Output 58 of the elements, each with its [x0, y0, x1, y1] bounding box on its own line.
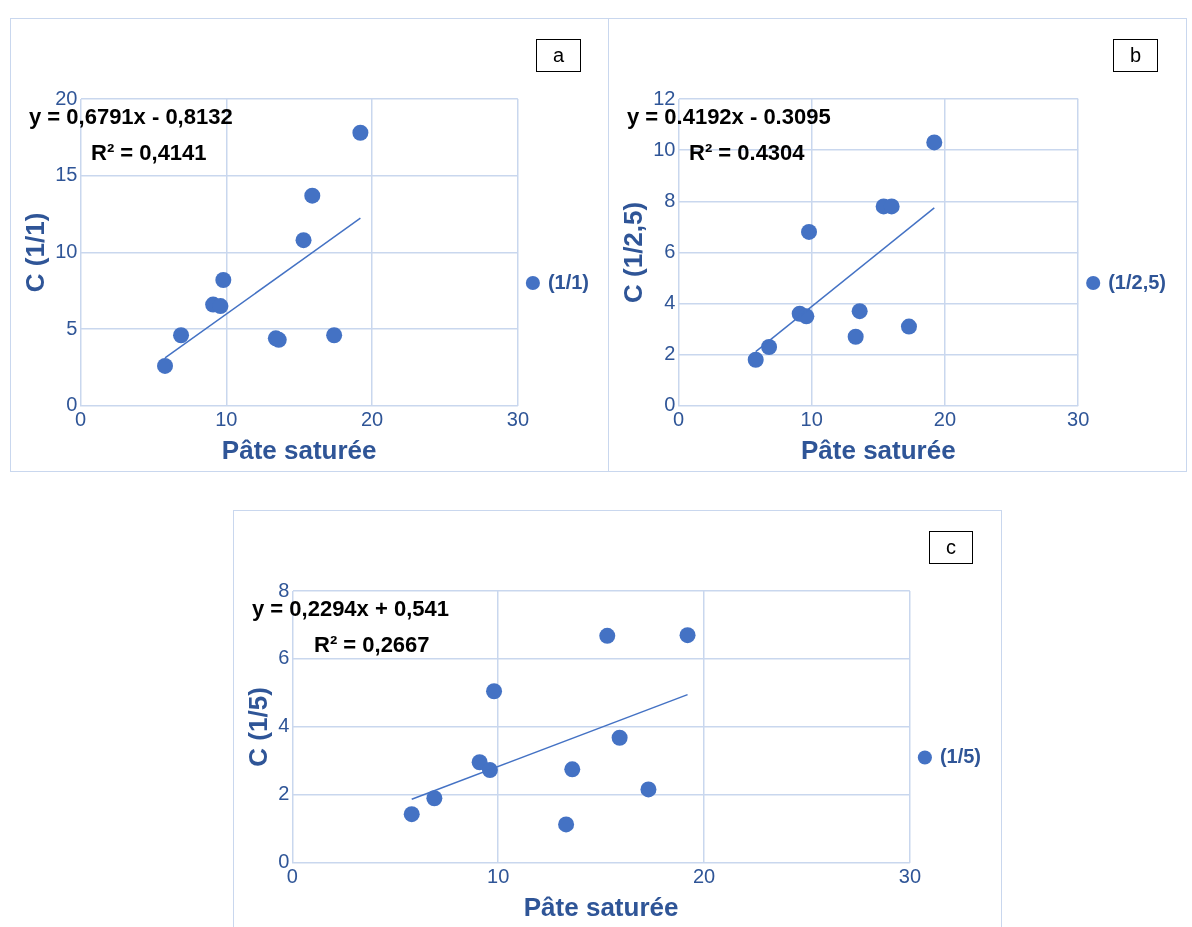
point	[926, 134, 943, 151]
annotation: R² = 0,2667	[314, 631, 430, 659]
y-tick-label: 8	[664, 188, 676, 211]
point	[426, 790, 443, 807]
point	[471, 754, 488, 771]
y-tick-label: 2	[664, 342, 676, 365]
point	[747, 351, 764, 368]
point	[679, 627, 696, 644]
x-tick-label: 10	[487, 865, 510, 888]
y-axis-title: C (1/5)	[242, 687, 273, 767]
legend-label: (1/2,5)	[1108, 270, 1167, 293]
point	[157, 357, 174, 374]
legend-label: (1/1)	[547, 270, 589, 293]
text: c	[929, 531, 973, 564]
y-tick-label: 2	[278, 782, 290, 805]
x-tick-label: 20	[933, 408, 957, 431]
annotation: R² = 0.4304	[689, 139, 805, 167]
x-axis-title: Pâte saturée	[800, 434, 956, 465]
x-tick-label: 20	[360, 408, 384, 431]
x-tick-label: 20	[692, 865, 716, 888]
y-tick-label: 4	[664, 291, 676, 314]
y-tick-label: 6	[278, 646, 290, 669]
x-tick-label: 30	[506, 408, 529, 431]
x-axis-title: Pâte saturée	[523, 891, 679, 922]
point	[326, 327, 343, 344]
x-tick-label: 10	[215, 408, 238, 431]
point	[352, 124, 369, 141]
point	[558, 816, 575, 833]
x-axis-title: Pâte saturée	[221, 434, 377, 465]
y-tick-label: 15	[55, 163, 78, 186]
y-tick-label: 6	[664, 239, 676, 262]
point	[295, 232, 312, 249]
point	[564, 761, 581, 778]
x-tick-label: 10	[800, 408, 823, 431]
point	[304, 187, 321, 204]
y-tick-label: 5	[66, 316, 78, 339]
annotation: R² = 0,4141	[91, 139, 207, 167]
point	[640, 781, 657, 798]
point	[486, 683, 503, 700]
point	[847, 328, 864, 345]
point	[611, 729, 628, 746]
y-axis-title: C (1/2,5)	[617, 201, 648, 303]
point	[900, 318, 917, 335]
x-tick-label: 30	[1067, 408, 1090, 431]
point	[403, 806, 420, 823]
y-tick-label: 4	[278, 714, 290, 737]
text: b	[1112, 39, 1158, 72]
point	[851, 303, 868, 320]
legend-label: (1/5)	[939, 745, 981, 768]
point	[215, 272, 232, 289]
x-tick-label: 30	[898, 865, 921, 888]
text: a	[535, 39, 581, 72]
y-axis-title: C (1/1)	[19, 212, 50, 293]
point	[801, 223, 818, 240]
point	[173, 327, 190, 344]
y-tick-label: 10	[55, 239, 78, 262]
point	[599, 627, 616, 644]
y-tick-label: 10	[653, 137, 676, 160]
